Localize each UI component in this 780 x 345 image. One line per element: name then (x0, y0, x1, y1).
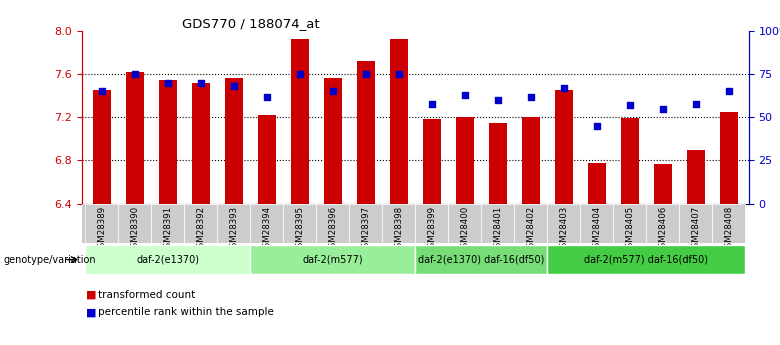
Point (161, 80, 174, 86)
Point (657, 106, 669, 111)
Bar (158, 80, 177, 204)
Bar (613, 204, 647, 243)
Text: GSM28406: GSM28406 (658, 206, 668, 253)
Bar (720, 112, 738, 204)
Text: GSM28393: GSM28393 (229, 206, 238, 253)
Point (558, 85, 570, 91)
Point (228, 83, 240, 89)
Text: GSM28396: GSM28396 (328, 206, 337, 253)
Text: transformed count: transformed count (98, 290, 195, 300)
Bar (548, 245, 746, 274)
Text: GSM28404: GSM28404 (593, 206, 601, 253)
Point (95, 89, 108, 94)
Bar (324, 79, 342, 204)
Bar (349, 204, 382, 243)
Text: GSM28392: GSM28392 (197, 206, 205, 253)
Point (327, 89, 339, 94)
Point (426, 101, 438, 106)
Point (459, 92, 471, 98)
Text: daf-2(e1370) daf-16(df50): daf-2(e1370) daf-16(df50) (418, 255, 544, 265)
Text: genotype/variation: genotype/variation (4, 255, 97, 265)
Point (590, 123, 603, 129)
Text: ■: ■ (86, 307, 96, 317)
Text: GSM28400: GSM28400 (460, 206, 470, 253)
Text: GSM28399: GSM28399 (427, 206, 436, 253)
Bar (489, 123, 507, 204)
Bar (679, 204, 712, 243)
Text: GSM28397: GSM28397 (361, 206, 370, 253)
Bar (184, 204, 218, 243)
Bar (225, 79, 243, 204)
Bar (555, 90, 573, 204)
Bar (257, 115, 276, 204)
Text: GSM28403: GSM28403 (559, 206, 569, 253)
Point (360, 71, 372, 77)
Bar (291, 39, 309, 204)
Text: GSM28402: GSM28402 (526, 206, 535, 253)
Bar (580, 204, 613, 243)
Point (392, 71, 405, 77)
Bar (423, 119, 441, 204)
Text: GSM28398: GSM28398 (395, 206, 403, 253)
Text: percentile rank within the sample: percentile rank within the sample (98, 307, 273, 317)
Bar (514, 204, 548, 243)
Bar (126, 72, 144, 204)
Text: GSM28408: GSM28408 (725, 206, 733, 253)
Bar (317, 204, 349, 243)
Bar (522, 117, 540, 204)
Bar (687, 150, 705, 204)
Point (293, 71, 306, 77)
Bar (621, 118, 639, 204)
Text: GSM28391: GSM28391 (163, 206, 172, 253)
Point (624, 102, 636, 108)
Text: ■: ■ (86, 290, 96, 300)
Bar (456, 117, 474, 204)
Text: GSM28394: GSM28394 (262, 206, 271, 253)
Bar (93, 90, 111, 204)
Text: GSM28390: GSM28390 (130, 206, 139, 253)
Text: GSM28401: GSM28401 (494, 206, 502, 253)
Point (723, 89, 736, 94)
Bar (415, 245, 548, 274)
Bar (654, 164, 672, 204)
Bar (647, 204, 679, 243)
Bar (85, 245, 250, 274)
Text: GSM28405: GSM28405 (626, 206, 634, 253)
Point (690, 101, 702, 106)
Text: GSM28389: GSM28389 (98, 206, 106, 253)
Bar (250, 204, 283, 243)
Bar (356, 61, 375, 204)
Bar (119, 204, 151, 243)
Point (129, 71, 141, 77)
Point (194, 80, 207, 86)
Text: daf-2(m577): daf-2(m577) (303, 255, 363, 265)
Bar (283, 204, 317, 243)
Bar (218, 204, 250, 243)
Text: daf-2(e1370): daf-2(e1370) (136, 255, 199, 265)
Point (525, 94, 537, 99)
Point (261, 94, 273, 99)
Bar (481, 204, 514, 243)
Bar (712, 204, 746, 243)
Bar (151, 204, 184, 243)
Bar (415, 204, 448, 243)
Text: GSM28407: GSM28407 (692, 206, 700, 253)
Bar (588, 162, 606, 204)
Text: GDS770 / 188074_at: GDS770 / 188074_at (182, 17, 320, 30)
Bar (548, 204, 580, 243)
Bar (382, 204, 415, 243)
Text: daf-2(m577) daf-16(df50): daf-2(m577) daf-16(df50) (584, 255, 708, 265)
Text: GSM28395: GSM28395 (296, 206, 304, 253)
Bar (85, 204, 119, 243)
Bar (250, 245, 415, 274)
Bar (192, 83, 210, 204)
Point (491, 97, 504, 103)
Bar (448, 204, 481, 243)
Bar (390, 39, 408, 204)
